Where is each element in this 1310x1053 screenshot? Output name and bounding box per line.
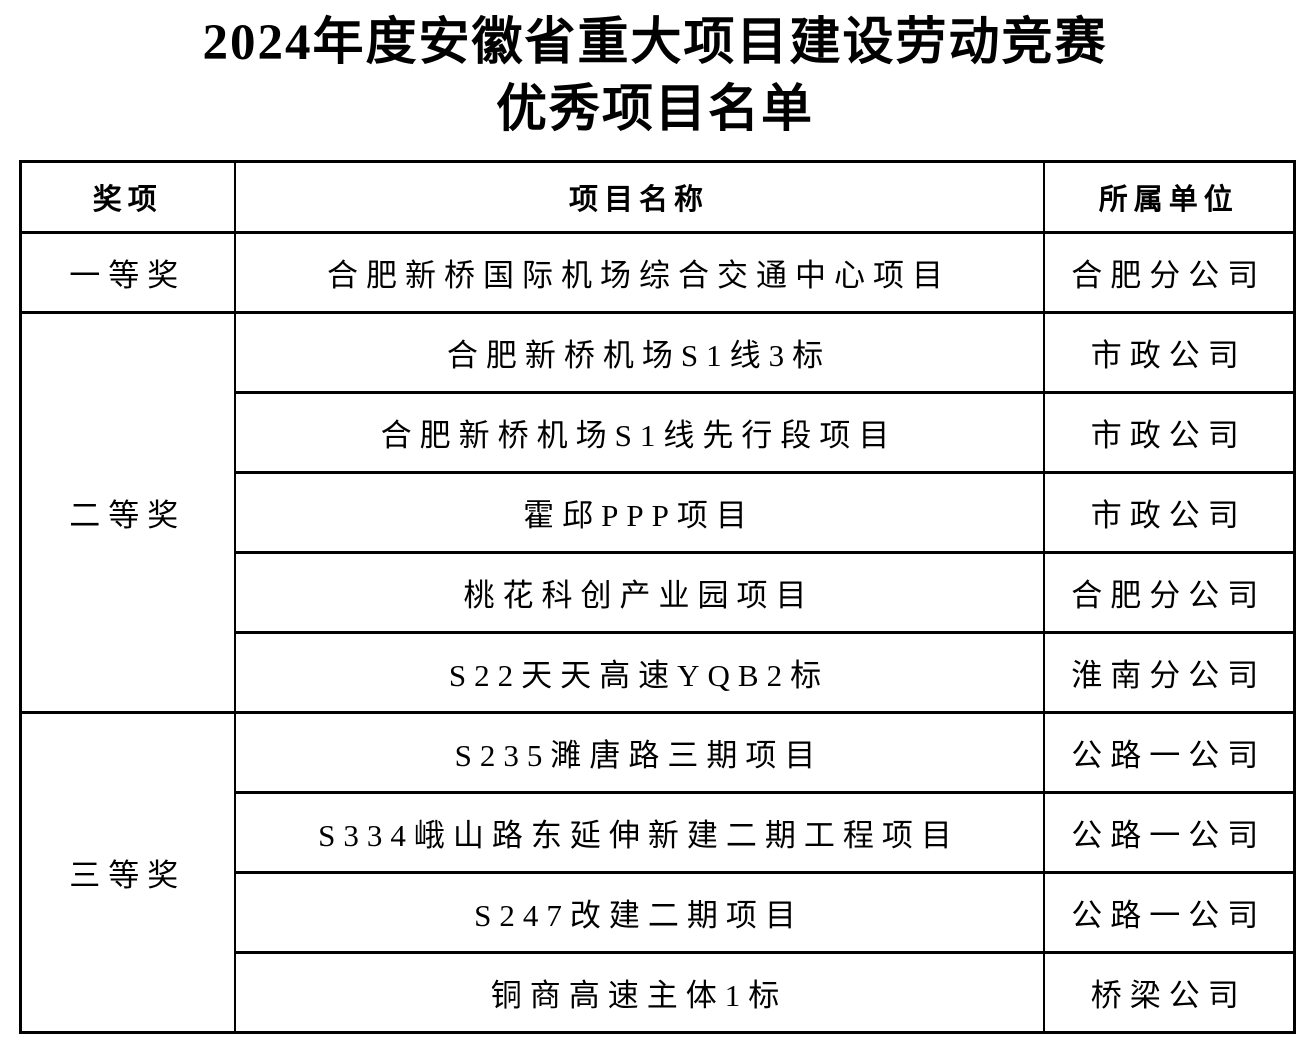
award-label-cell-second-prize: 二等奖 bbox=[19, 311, 236, 714]
project-name-cell: S22天天高速YQB2标 bbox=[233, 631, 1045, 714]
project-name-cell: 合肥新桥国际机场综合交通中心项目 bbox=[233, 231, 1045, 314]
unit-cell: 合肥分公司 bbox=[1042, 551, 1296, 634]
unit-cell: 合肥分公司 bbox=[1042, 231, 1296, 314]
unit-cell: 市政公司 bbox=[1042, 391, 1296, 474]
table-row: S22天天高速YQB2标 淮南分公司 bbox=[21, 631, 1296, 714]
table-row: 合肥新桥机场S1线先行段项目 市政公司 bbox=[21, 391, 1296, 474]
table-row: 三等奖 S235濉唐路三期项目 公路一公司 bbox=[19, 711, 1296, 1034]
page-title-line1: 2024年度安徽省重大项目建设劳动竞赛 bbox=[202, 15, 1108, 71]
header-row: 奖项 项目名称 所属单位 bbox=[19, 160, 1296, 234]
project-name-cell: 桃花科创产业园项目 bbox=[233, 551, 1045, 634]
project-name-cell: S235濉唐路三期项目 bbox=[233, 711, 1045, 794]
project-name-cell: S247改建二期项目 bbox=[233, 871, 1045, 954]
table-row: 桃花科创产业园项目 合肥分公司 bbox=[21, 551, 1296, 634]
unit-cell: 市政公司 bbox=[1042, 471, 1296, 554]
table-row: 铜商高速主体1标 桥梁公司 bbox=[21, 951, 1296, 1034]
awards-table: 奖项 项目名称 所属单位 一等奖 合肥新桥国际机场综合交通中心项目 合肥分公司 … bbox=[19, 160, 1296, 1034]
unit-cell: 公路一公司 bbox=[1042, 791, 1296, 874]
unit-cell: 市政公司 bbox=[1042, 311, 1296, 394]
unit-cell: 公路一公司 bbox=[1042, 871, 1296, 954]
header-unit: 所属单位 bbox=[1042, 160, 1296, 234]
project-name-cell: 合肥新桥机场S1线3标 bbox=[233, 311, 1045, 394]
project-name-cell: S334峨山路东延伸新建二期工程项目 bbox=[233, 791, 1045, 874]
table-row: 一等奖 合肥新桥国际机场综合交通中心项目 合肥分公司 bbox=[19, 231, 1296, 314]
project-name-cell: 霍邱PPP项目 bbox=[233, 471, 1045, 554]
unit-cell: 公路一公司 bbox=[1042, 711, 1296, 794]
award-label-cell-first-prize: 一等奖 bbox=[19, 231, 236, 314]
unit-cell: 桥梁公司 bbox=[1042, 951, 1296, 1034]
project-name-cell: 铜商高速主体1标 bbox=[233, 951, 1045, 1034]
table-row: S247改建二期项目 公路一公司 bbox=[21, 871, 1296, 954]
project-name-cell: 合肥新桥机场S1线先行段项目 bbox=[233, 391, 1045, 474]
table-row: S334峨山路东延伸新建二期工程项目 公路一公司 bbox=[21, 791, 1296, 874]
header-project-name: 项目名称 bbox=[233, 160, 1045, 234]
table-row: 霍邱PPP项目 市政公司 bbox=[21, 471, 1296, 554]
document-title: 2024年度安徽省重大项目建设劳动竞赛 优秀项目名单 bbox=[0, 10, 1310, 144]
award-label-cell-third-prize: 三等奖 bbox=[19, 711, 236, 1034]
table-row: 二等奖 合肥新桥机场S1线3标 市政公司 bbox=[19, 311, 1296, 714]
header-award: 奖项 bbox=[19, 160, 236, 234]
page-title-line2: 优秀项目名单 bbox=[495, 82, 814, 138]
unit-cell: 淮南分公司 bbox=[1042, 631, 1296, 714]
